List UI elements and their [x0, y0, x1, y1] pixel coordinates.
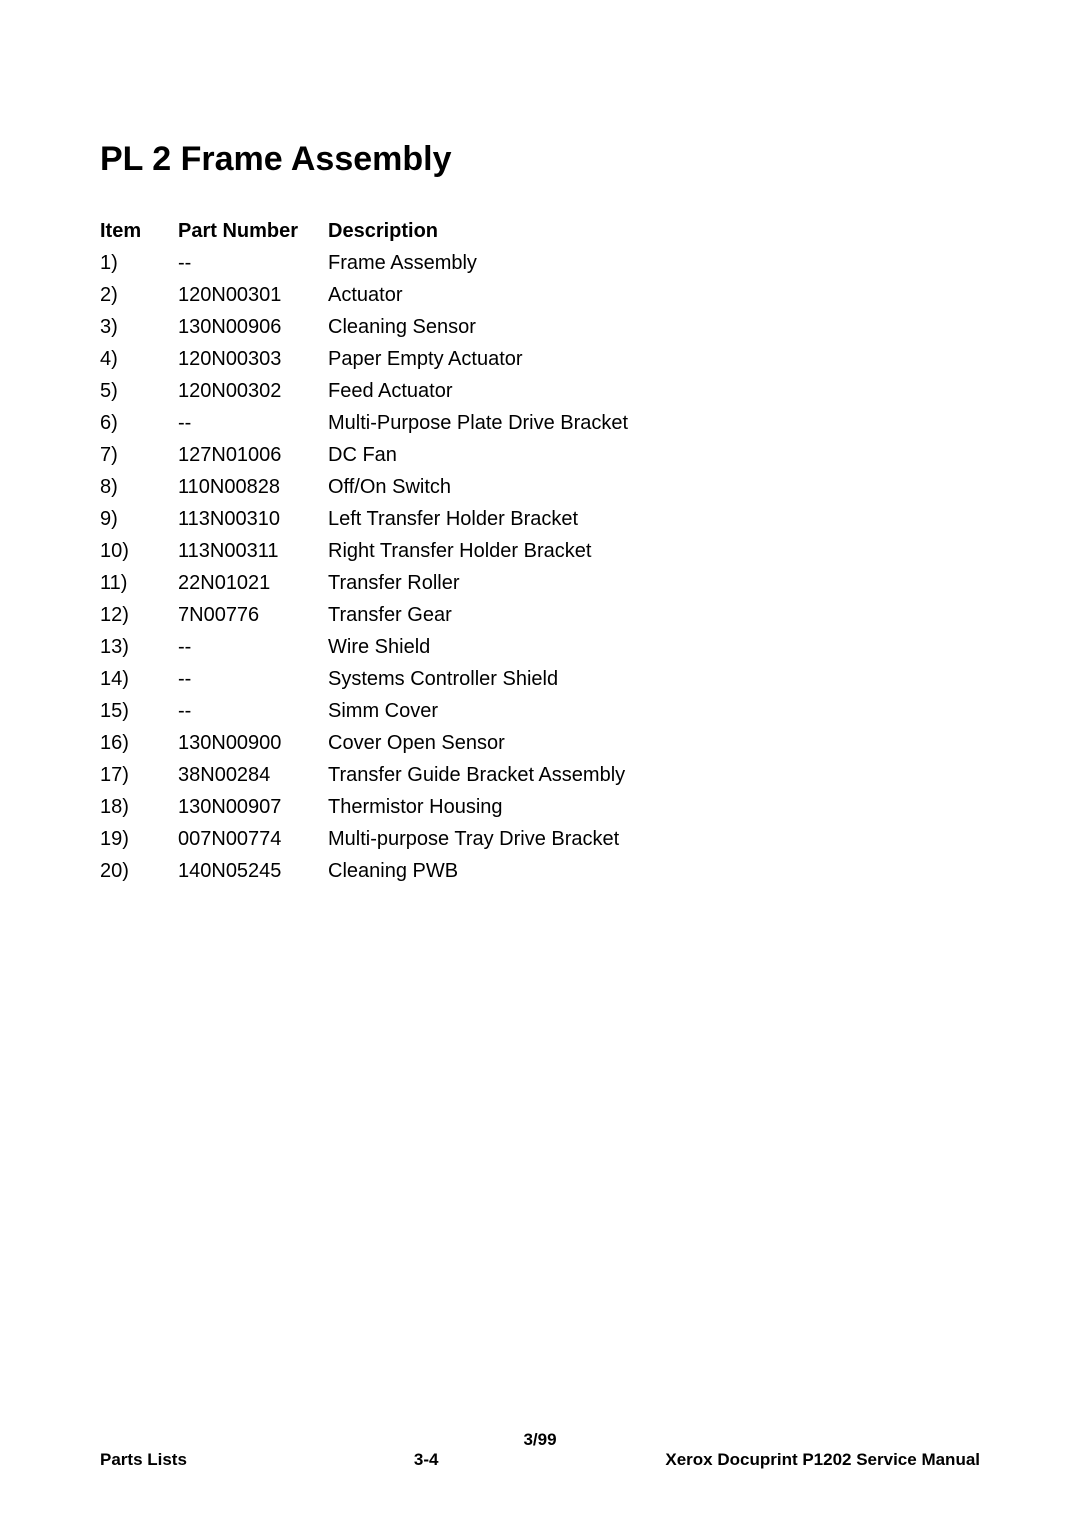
table-row: 2)120N00301Actuator [100, 279, 980, 311]
cell-part-number: 7N00776 [178, 599, 328, 631]
page: PL 2 Frame Assembly Item Part Number Des… [0, 0, 1080, 1528]
table-row: 16)130N00900Cover Open Sensor [100, 727, 980, 759]
cell-part-number: -- [178, 631, 328, 663]
cell-item: 15) [100, 695, 178, 727]
cell-item: 8) [100, 471, 178, 503]
table-row: 5)120N00302Feed Actuator [100, 375, 980, 407]
cell-description: Transfer Gear [328, 599, 980, 631]
footer-date: 3/99 [100, 1430, 980, 1450]
footer-left: Parts Lists [100, 1450, 187, 1470]
cell-item: 16) [100, 727, 178, 759]
table-body: 1)--Frame Assembly2)120N00301Actuator3)1… [100, 247, 980, 887]
table-row: 12)7N00776Transfer Gear [100, 599, 980, 631]
cell-part-number: 120N00301 [178, 279, 328, 311]
cell-item: 7) [100, 439, 178, 471]
cell-part-number: 113N00310 [178, 503, 328, 535]
cell-part-number: 110N00828 [178, 471, 328, 503]
table-row: 3)130N00906Cleaning Sensor [100, 311, 980, 343]
table-row: 1)--Frame Assembly [100, 247, 980, 279]
header-item: Item [100, 215, 178, 247]
footer-bottom: Parts Lists 3-4 Xerox Docuprint P1202 Se… [100, 1450, 980, 1470]
cell-part-number: 120N00303 [178, 343, 328, 375]
table-row: 14)--Systems Controller Shield [100, 663, 980, 695]
cell-item: 9) [100, 503, 178, 535]
table-row: 17)38N00284Transfer Guide Bracket Assemb… [100, 759, 980, 791]
table-row: 8)110N00828Off/On Switch [100, 471, 980, 503]
cell-part-number: 130N00906 [178, 311, 328, 343]
table-row: 4)120N00303Paper Empty Actuator [100, 343, 980, 375]
header-description: Description [328, 215, 980, 247]
table-row: 6)--Multi-Purpose Plate Drive Bracket [100, 407, 980, 439]
cell-item: 5) [100, 375, 178, 407]
cell-part-number: 140N05245 [178, 855, 328, 887]
cell-description: Cover Open Sensor [328, 727, 980, 759]
cell-part-number: 127N01006 [178, 439, 328, 471]
cell-part-number: 130N00900 [178, 727, 328, 759]
cell-description: Off/On Switch [328, 471, 980, 503]
table-row: 7)127N01006DC Fan [100, 439, 980, 471]
cell-part-number: -- [178, 247, 328, 279]
cell-part-number: 130N00907 [178, 791, 328, 823]
cell-part-number: 120N00302 [178, 375, 328, 407]
cell-description: Cleaning PWB [328, 855, 980, 887]
footer-right: Xerox Docuprint P1202 Service Manual [665, 1450, 980, 1470]
cell-item: 4) [100, 343, 178, 375]
cell-description: Left Transfer Holder Bracket [328, 503, 980, 535]
cell-description: Transfer Roller [328, 567, 980, 599]
table-row: 20)140N05245Cleaning PWB [100, 855, 980, 887]
header-part-number: Part Number [178, 215, 328, 247]
cell-item: 3) [100, 311, 178, 343]
table-row: 9)113N00310Left Transfer Holder Bracket [100, 503, 980, 535]
table-row: 19)007N00774Multi-purpose Tray Drive Bra… [100, 823, 980, 855]
cell-description: Actuator [328, 279, 980, 311]
table-row: 11)22N01021Transfer Roller [100, 567, 980, 599]
cell-item: 18) [100, 791, 178, 823]
cell-description: Multi-purpose Tray Drive Bracket [328, 823, 980, 855]
cell-part-number: -- [178, 695, 328, 727]
cell-item: 20) [100, 855, 178, 887]
footer-page-number: 3-4 [187, 1450, 665, 1470]
cell-item: 10) [100, 535, 178, 567]
cell-description: Right Transfer Holder Bracket [328, 535, 980, 567]
cell-part-number: 38N00284 [178, 759, 328, 791]
cell-item: 6) [100, 407, 178, 439]
table-row: 10)113N00311Right Transfer Holder Bracke… [100, 535, 980, 567]
cell-part-number: 113N00311 [178, 535, 328, 567]
cell-description: Wire Shield [328, 631, 980, 663]
cell-item: 17) [100, 759, 178, 791]
cell-item: 12) [100, 599, 178, 631]
cell-description: Frame Assembly [328, 247, 980, 279]
cell-part-number: -- [178, 663, 328, 695]
cell-description: Simm Cover [328, 695, 980, 727]
cell-part-number: 007N00774 [178, 823, 328, 855]
cell-item: 1) [100, 247, 178, 279]
page-footer: 3/99 Parts Lists 3-4 Xerox Docuprint P12… [100, 1430, 980, 1470]
table-row: 15)--Simm Cover [100, 695, 980, 727]
cell-description: DC Fan [328, 439, 980, 471]
cell-description: Cleaning Sensor [328, 311, 980, 343]
cell-description: Thermistor Housing [328, 791, 980, 823]
cell-item: 11) [100, 567, 178, 599]
cell-description: Transfer Guide Bracket Assembly [328, 759, 980, 791]
cell-description: Systems Controller Shield [328, 663, 980, 695]
cell-description: Paper Empty Actuator [328, 343, 980, 375]
cell-item: 2) [100, 279, 178, 311]
table-row: 13)--Wire Shield [100, 631, 980, 663]
table-header-row: Item Part Number Description [100, 215, 980, 247]
table-row: 18)130N00907Thermistor Housing [100, 791, 980, 823]
cell-part-number: 22N01021 [178, 567, 328, 599]
cell-part-number: -- [178, 407, 328, 439]
cell-description: Feed Actuator [328, 375, 980, 407]
cell-description: Multi-Purpose Plate Drive Bracket [328, 407, 980, 439]
cell-item: 14) [100, 663, 178, 695]
parts-table: Item Part Number Description 1)--Frame A… [100, 215, 980, 887]
cell-item: 19) [100, 823, 178, 855]
page-title: PL 2 Frame Assembly [100, 140, 980, 179]
cell-item: 13) [100, 631, 178, 663]
